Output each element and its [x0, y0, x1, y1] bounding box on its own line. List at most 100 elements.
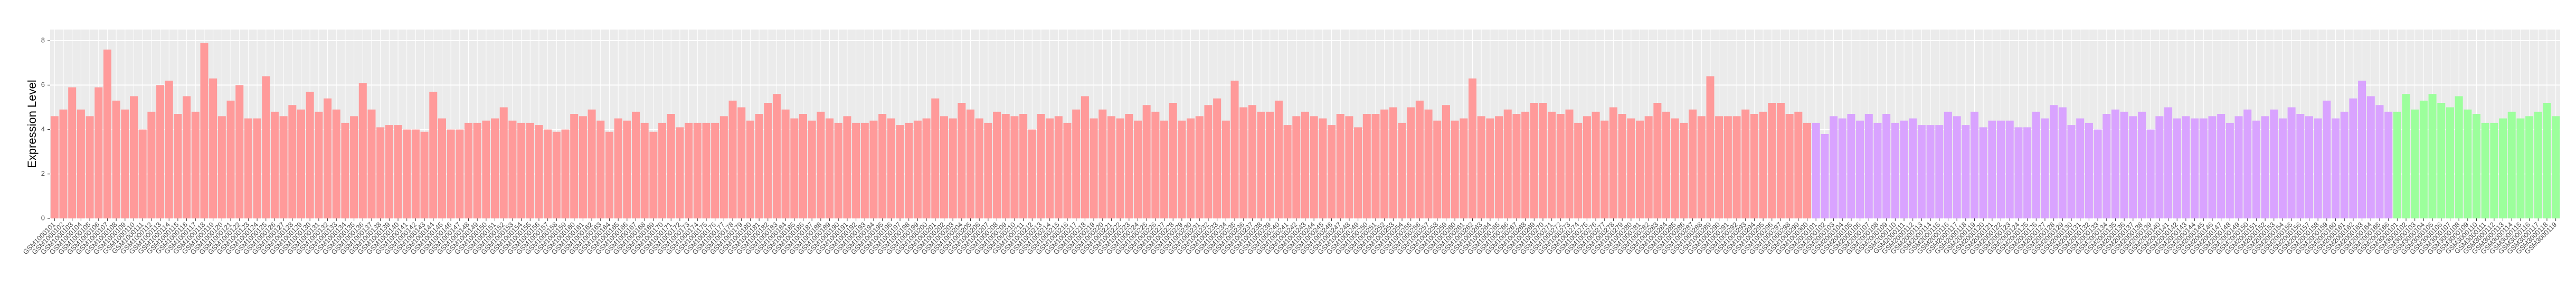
bar — [341, 122, 349, 218]
bar — [411, 129, 420, 218]
bar — [905, 122, 913, 218]
bar — [1424, 109, 1433, 218]
bar — [896, 125, 904, 218]
bar — [2446, 107, 2454, 218]
bar — [526, 122, 534, 218]
bar — [781, 109, 790, 218]
bar — [279, 116, 288, 218]
bar — [1336, 114, 1344, 218]
bar — [1098, 109, 1107, 218]
bar — [183, 96, 191, 218]
bar — [1583, 116, 1591, 218]
bar — [693, 122, 702, 218]
bar — [1900, 120, 1908, 218]
bar — [2067, 125, 2076, 218]
bar — [799, 114, 808, 218]
bar — [1503, 109, 1512, 218]
bar — [2534, 111, 2542, 218]
bar — [1785, 114, 1794, 218]
bar — [1953, 116, 1961, 218]
bar — [165, 80, 173, 218]
bar — [623, 120, 631, 218]
bar — [1301, 111, 1310, 218]
bar — [2085, 122, 2093, 218]
bar — [508, 120, 517, 218]
bar — [1521, 111, 1530, 218]
bar — [1125, 114, 1133, 218]
bar — [1856, 120, 1864, 218]
bar — [306, 91, 314, 218]
bar — [403, 129, 411, 218]
bar — [790, 118, 799, 218]
bar — [2349, 98, 2357, 218]
bar — [2058, 107, 2067, 218]
bar — [2323, 100, 2331, 218]
bar — [1917, 125, 1926, 218]
bar — [702, 122, 711, 218]
bar — [1962, 125, 1970, 218]
bar — [297, 109, 306, 218]
bar — [1354, 127, 1362, 218]
bar — [1759, 111, 1767, 218]
bar — [869, 120, 878, 218]
bar — [922, 118, 931, 218]
bar — [1944, 111, 1952, 218]
bar — [350, 116, 358, 218]
bar — [2261, 116, 2269, 218]
bar — [1037, 114, 1045, 218]
bar — [2287, 107, 2296, 218]
bar — [121, 109, 129, 218]
bar — [826, 118, 834, 218]
bar — [138, 129, 147, 218]
bar — [68, 87, 77, 218]
bar — [2375, 105, 2384, 218]
bar — [614, 118, 622, 218]
bar — [2314, 118, 2322, 218]
bar — [1847, 114, 1855, 218]
bar — [2173, 118, 2181, 218]
bar — [1715, 116, 1723, 218]
bar — [2428, 94, 2437, 218]
bar — [2191, 118, 2199, 218]
bar — [2199, 118, 2208, 218]
bar — [2208, 116, 2217, 218]
bar — [1635, 120, 1644, 218]
bar — [1970, 111, 1979, 218]
bar — [852, 122, 860, 218]
bar — [1574, 122, 1583, 218]
bar — [1380, 109, 1389, 218]
bar — [817, 111, 825, 218]
bar — [1812, 122, 1820, 218]
bar — [1988, 120, 1996, 218]
bar — [552, 131, 561, 218]
bar — [1054, 116, 1063, 218]
bar — [808, 120, 816, 218]
bar — [1723, 116, 1732, 218]
bar — [1151, 111, 1160, 218]
bar — [1239, 107, 1248, 218]
bar — [2005, 120, 2014, 218]
bar — [535, 125, 543, 218]
bar — [1803, 122, 1812, 218]
bar — [2340, 111, 2348, 218]
bar — [2111, 109, 2119, 218]
bar — [2278, 118, 2287, 218]
bar — [464, 122, 473, 218]
bar — [2384, 111, 2393, 218]
bar — [288, 105, 297, 218]
bar — [438, 118, 446, 218]
bar — [1433, 120, 1442, 218]
bar — [1644, 116, 1653, 218]
bar — [588, 109, 596, 218]
bar — [1821, 133, 1829, 218]
bar — [1776, 102, 1785, 218]
bar — [2270, 109, 2278, 218]
bar — [499, 107, 508, 218]
bar — [1486, 118, 1494, 218]
bar — [2525, 116, 2534, 218]
bar — [1292, 116, 1301, 218]
bar — [1556, 114, 1565, 218]
bar — [1133, 120, 1142, 218]
bar — [2041, 118, 2049, 218]
bar — [491, 118, 499, 218]
